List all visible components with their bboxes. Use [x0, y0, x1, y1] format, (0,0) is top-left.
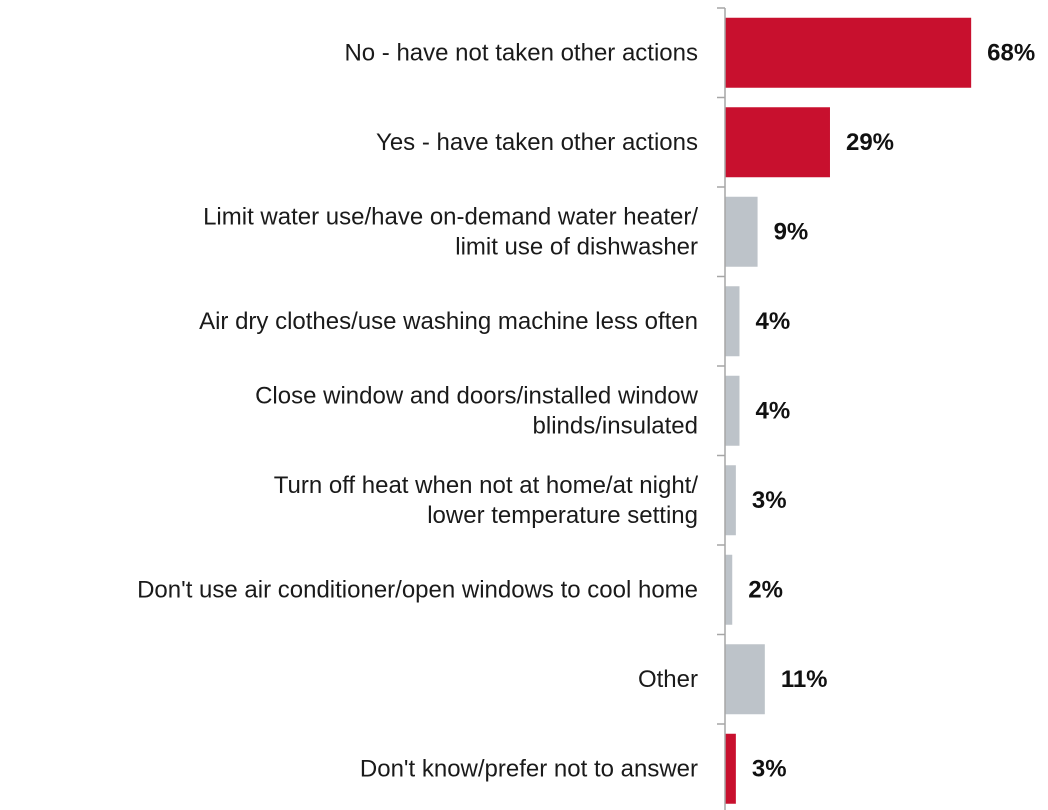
- category-label: Don't use air conditioner/open windows t…: [137, 576, 698, 603]
- bar: [725, 375, 740, 446]
- bar: [725, 554, 733, 625]
- bar: [725, 286, 740, 357]
- value-label: 9%: [774, 218, 809, 245]
- category-label-line: Other: [638, 666, 698, 693]
- value-label: 68%: [987, 39, 1035, 66]
- category-label-line: Close window and doors/installed window: [255, 382, 699, 409]
- bar: [725, 107, 830, 178]
- category-label-line: blinds/insulated: [533, 412, 698, 439]
- category-axis: [717, 7, 726, 810]
- value-labels: 68% 29% 9% 4% 4% 3% 2% 11% 3%: [748, 39, 1035, 782]
- bar: [725, 644, 765, 715]
- bar: [725, 733, 736, 804]
- category-label-line: Turn off heat when not at home/at night/: [274, 472, 699, 499]
- category-label-line: Don't know/prefer not to answer: [360, 755, 698, 782]
- category-label-line: lower temperature setting: [427, 502, 698, 529]
- category-label: Other: [638, 666, 698, 693]
- category-label: No - have not taken other actions: [344, 39, 698, 66]
- category-labels: No - have not taken other actions Yes - h…: [137, 39, 699, 782]
- category-label: Limit water use/have on-demand water hea…: [203, 203, 698, 260]
- category-label-line: No - have not taken other actions: [344, 39, 698, 66]
- category-label-line: Limit water use/have on-demand water hea…: [203, 203, 698, 230]
- bar: [725, 196, 758, 267]
- value-label: 3%: [752, 755, 787, 782]
- value-label: 3%: [752, 487, 787, 514]
- category-label-line: Yes - have taken other actions: [376, 129, 698, 156]
- category-label-line: Air dry clothes/use washing machine less…: [199, 308, 698, 335]
- value-label: 11%: [781, 666, 828, 693]
- category-label: Turn off heat when not at home/at night/…: [274, 472, 699, 529]
- bar: [725, 465, 736, 536]
- category-label: Air dry clothes/use washing machine less…: [199, 308, 698, 335]
- category-label-line: Don't use air conditioner/open windows t…: [137, 576, 698, 603]
- category-label: Don't know/prefer not to answer: [360, 755, 698, 782]
- category-label: Close window and doors/installed window b…: [255, 382, 699, 439]
- value-label: 4%: [755, 308, 790, 335]
- category-label-line: limit use of dishwasher: [455, 233, 698, 260]
- bar: [725, 17, 972, 88]
- value-label: 2%: [748, 576, 783, 603]
- value-label: 4%: [755, 397, 790, 424]
- value-label: 29%: [846, 129, 894, 156]
- bars-layer: [725, 17, 972, 804]
- category-label: Yes - have taken other actions: [376, 129, 698, 156]
